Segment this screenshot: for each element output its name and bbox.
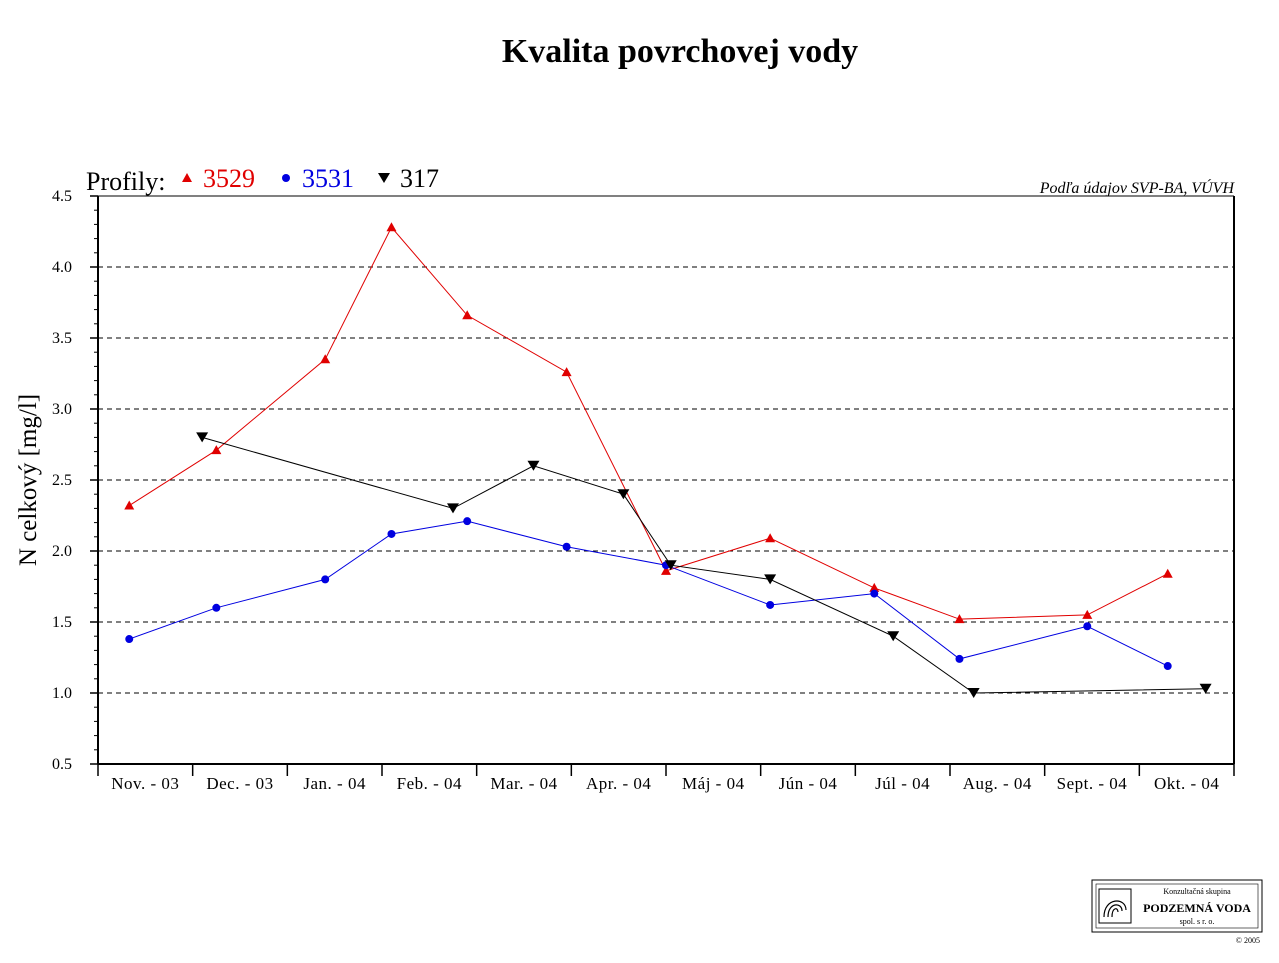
x-tick-label: Nov. - 03: [111, 774, 179, 793]
series-line-3531: [129, 520, 1168, 667]
data-point: [869, 582, 880, 592]
legend-label: 3531: [302, 164, 354, 193]
chart-title: Kvalita povrchovej vody: [502, 33, 858, 70]
x-tick-label: Jún - 04: [779, 774, 838, 793]
legend-title: Profily:: [86, 167, 165, 196]
x-tick-label: Mar. - 04: [490, 774, 557, 793]
data-point: [378, 173, 390, 183]
data-point: [617, 489, 630, 500]
data-point: [1083, 622, 1092, 631]
y-tick-label: 3.5: [52, 330, 72, 347]
x-tick-label: Sept. - 04: [1057, 774, 1128, 793]
legend-label: 317: [400, 164, 439, 193]
data-point: [182, 173, 192, 182]
data-point: [887, 631, 900, 642]
logo-line2: PODZEMNÁ VODA: [1143, 901, 1251, 915]
legend-entry-3531: 3531: [282, 164, 354, 193]
data-point: [386, 222, 397, 232]
data-point: [320, 354, 331, 364]
series-3531: [125, 517, 1172, 671]
y-tick-label: 4.0: [52, 259, 72, 276]
data-point: [462, 310, 473, 320]
y-tick-label: 2.0: [52, 543, 72, 560]
logo-copyright: © 2005: [1236, 936, 1260, 945]
data-point: [211, 445, 222, 455]
data-point: [527, 460, 540, 471]
data-point: [125, 635, 134, 644]
x-tick-label: Dec. - 03: [206, 774, 273, 793]
y-tick-label: 1.5: [52, 614, 72, 631]
x-tick-label: Júl - 04: [875, 774, 930, 793]
data-point: [765, 533, 776, 543]
data-point: [664, 560, 677, 571]
data-point: [1162, 568, 1173, 578]
data-point: [212, 603, 221, 612]
legend-entry-3529: 3529: [182, 164, 255, 193]
data-point: [196, 432, 209, 443]
x-tick-label: Okt. - 04: [1154, 774, 1219, 793]
data-point: [764, 574, 777, 585]
data-point: [1163, 662, 1172, 671]
data-point: [1082, 609, 1093, 619]
grid-lines: [98, 266, 1234, 694]
y-axis-label: N celkový [mg/l]: [15, 394, 42, 566]
data-point: [955, 654, 964, 663]
data-point: [447, 503, 459, 514]
logo-line1: Konzultačná skupina: [1163, 887, 1231, 896]
series-layer: [124, 222, 1212, 698]
data-point: [463, 517, 472, 526]
y-tick-label: 2.5: [52, 472, 72, 489]
x-tick-label: Jan. - 04: [303, 774, 366, 793]
data-point: [561, 367, 572, 377]
y-tick-label: 0.5: [52, 756, 72, 773]
data-point: [954, 614, 965, 624]
x-axis-ticks: Nov. - 03 Dec. - 03 Jan. - 04 Feb. - 04 Mar.…: [97, 764, 1235, 793]
data-point: [562, 542, 571, 551]
company-logo: Konzultačná skupina PODZEMNÁ VODA spol. …: [1091, 879, 1263, 945]
x-tick-label: Apr. - 04: [586, 774, 651, 793]
data-point: [661, 565, 671, 575]
legend-entry-317: 317: [378, 164, 439, 193]
series-line-3529: [128, 226, 1168, 620]
x-tick-label: Máj - 04: [682, 774, 745, 793]
data-point: [387, 529, 396, 538]
data-point: [766, 600, 775, 609]
data-point: [1199, 683, 1212, 694]
y-tick-label: 4.5: [52, 188, 72, 205]
y-tick-label: 1.0: [52, 685, 72, 702]
logo-emblem-icon: [1098, 888, 1132, 924]
y-tick-label: 3.0: [52, 401, 72, 418]
data-point: [870, 589, 879, 598]
series-317: [196, 432, 1212, 698]
data-point: [967, 688, 980, 698]
data-point: [321, 575, 330, 584]
logo-line3: spol. s r. o.: [1180, 917, 1215, 926]
series-3529: [124, 222, 1173, 624]
series-line-317: [201, 436, 1206, 694]
legend: Profily: 3529 3531 317: [86, 164, 439, 196]
source-note: Podľa údajov SVP-BA, VÚVH: [1039, 178, 1236, 197]
legend-label: 3529: [203, 164, 255, 193]
data-point: [282, 174, 290, 182]
data-point: [124, 500, 135, 510]
y-axis-ticks: 0.5 1.0 1.5 2.0 2.5 3.0 3.5 4.0 4.5: [52, 188, 98, 773]
x-tick-label: Feb. - 04: [397, 774, 462, 793]
x-tick-label: Aug. - 04: [963, 774, 1032, 793]
